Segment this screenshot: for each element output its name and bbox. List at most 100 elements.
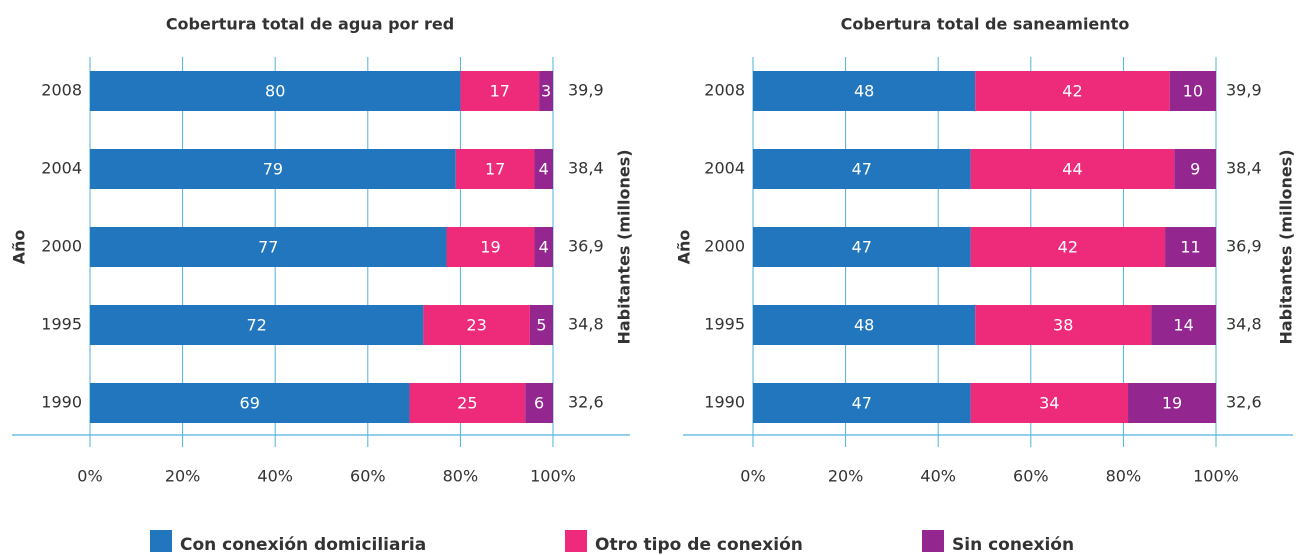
y2-tick-label: 38,4 bbox=[568, 159, 604, 178]
bar-segment bbox=[975, 71, 1170, 111]
data-label: 4 bbox=[539, 160, 549, 179]
bar-segment bbox=[753, 305, 976, 345]
x-tick-label: 100% bbox=[530, 467, 576, 486]
bar-segment bbox=[534, 149, 553, 189]
y2-tick-label: 32,6 bbox=[1226, 393, 1262, 412]
data-label: 69 bbox=[240, 394, 260, 413]
data-label: 72 bbox=[247, 316, 267, 335]
chart-title: Cobertura total de agua por red bbox=[166, 15, 454, 34]
data-label: 23 bbox=[466, 316, 486, 335]
y-tick-label: 1995 bbox=[41, 315, 82, 334]
bar-segment bbox=[975, 305, 1152, 345]
data-label: 6 bbox=[534, 394, 544, 413]
data-label: 10 bbox=[1183, 82, 1203, 101]
bar-segment bbox=[753, 71, 976, 111]
data-label: 14 bbox=[1173, 316, 1193, 335]
bar-segment bbox=[1174, 149, 1216, 189]
x-tick-label: 100% bbox=[1193, 467, 1239, 486]
y-axis-label: Año bbox=[10, 230, 29, 265]
data-label: 19 bbox=[1162, 394, 1182, 413]
bar-segment bbox=[90, 305, 424, 345]
data-label: 38 bbox=[1053, 316, 1073, 335]
bar-segment bbox=[753, 383, 971, 423]
y-tick-label: 2000 bbox=[704, 237, 745, 256]
y2-tick-label: 34,8 bbox=[1226, 315, 1262, 334]
bar-segment bbox=[534, 227, 553, 267]
data-label: 19 bbox=[480, 238, 500, 257]
bar-segment bbox=[90, 227, 447, 267]
bar-segment bbox=[1151, 305, 1216, 345]
data-label: 3 bbox=[541, 82, 551, 101]
y-tick-label: 2004 bbox=[704, 159, 745, 178]
bar-segment bbox=[446, 227, 535, 267]
y2-tick-label: 32,6 bbox=[568, 393, 604, 412]
x-tick-label: 40% bbox=[257, 467, 293, 486]
data-label: 48 bbox=[854, 82, 874, 101]
chart-title: Cobertura total de saneamiento bbox=[841, 15, 1130, 34]
y2-tick-label: 39,9 bbox=[1226, 81, 1262, 100]
x-tick-label: 40% bbox=[920, 467, 956, 486]
bar-segment bbox=[539, 71, 553, 111]
y2-tick-label: 36,9 bbox=[1226, 237, 1262, 256]
x-tick-label: 80% bbox=[1106, 467, 1142, 486]
data-label: 77 bbox=[258, 238, 278, 257]
x-tick-label: 0% bbox=[740, 467, 765, 486]
bar-segment bbox=[90, 149, 456, 189]
data-label: 47 bbox=[852, 238, 872, 257]
bar-segment bbox=[970, 149, 1175, 189]
data-label: 48 bbox=[854, 316, 874, 335]
legend-label: Sin conexión bbox=[952, 535, 1074, 555]
legend-label: Con conexión domiciliaria bbox=[180, 535, 426, 555]
bar-segment bbox=[90, 383, 410, 423]
bar-segment bbox=[409, 383, 526, 423]
data-label: 79 bbox=[263, 160, 283, 179]
y-tick-label: 2008 bbox=[41, 81, 82, 100]
x-tick-label: 80% bbox=[443, 467, 479, 486]
data-label: 17 bbox=[485, 160, 505, 179]
data-label: 47 bbox=[852, 160, 872, 179]
bar-segment bbox=[525, 383, 553, 423]
legend-label: Otro tipo de conexión bbox=[595, 535, 803, 555]
data-label: 11 bbox=[1180, 238, 1200, 257]
bar-segment bbox=[90, 71, 461, 111]
y-tick-label: 1990 bbox=[704, 393, 745, 412]
legend-swatch bbox=[922, 530, 944, 552]
bar-segment bbox=[1128, 383, 1216, 423]
bar-segment bbox=[460, 71, 540, 111]
y2-tick-label: 39,9 bbox=[568, 81, 604, 100]
data-label: 17 bbox=[490, 82, 510, 101]
bar-segment bbox=[1169, 71, 1216, 111]
data-label: 47 bbox=[852, 394, 872, 413]
legend-swatch bbox=[150, 530, 172, 552]
x-tick-label: 60% bbox=[350, 467, 386, 486]
y2-axis-label: Habitantes (millones) bbox=[1277, 149, 1296, 344]
y-tick-label: 1995 bbox=[704, 315, 745, 334]
x-tick-label: 20% bbox=[828, 467, 864, 486]
data-label: 44 bbox=[1062, 160, 1082, 179]
data-label: 42 bbox=[1058, 238, 1078, 257]
x-tick-label: 20% bbox=[165, 467, 201, 486]
y-tick-label: 1990 bbox=[41, 393, 82, 412]
y2-tick-label: 36,9 bbox=[568, 237, 604, 256]
y2-tick-label: 34,8 bbox=[568, 315, 604, 334]
bar-segment bbox=[753, 227, 971, 267]
data-label: 42 bbox=[1062, 82, 1082, 101]
bar-segment bbox=[970, 227, 1166, 267]
x-tick-label: 0% bbox=[77, 467, 102, 486]
data-label: 25 bbox=[457, 394, 477, 413]
bar-segment bbox=[455, 149, 535, 189]
legend-swatch bbox=[565, 530, 587, 552]
data-label: 80 bbox=[265, 82, 285, 101]
bar-segment bbox=[423, 305, 530, 345]
data-label: 4 bbox=[539, 238, 549, 257]
bar-segment bbox=[529, 305, 553, 345]
bar-segment bbox=[1165, 227, 1216, 267]
y2-tick-label: 38,4 bbox=[1226, 159, 1262, 178]
x-tick-label: 60% bbox=[1013, 467, 1049, 486]
data-label: 34 bbox=[1039, 394, 1059, 413]
data-label: 9 bbox=[1190, 160, 1200, 179]
y-tick-label: 2008 bbox=[704, 81, 745, 100]
y-axis-label: Año bbox=[675, 230, 694, 265]
y-tick-label: 2004 bbox=[41, 159, 82, 178]
